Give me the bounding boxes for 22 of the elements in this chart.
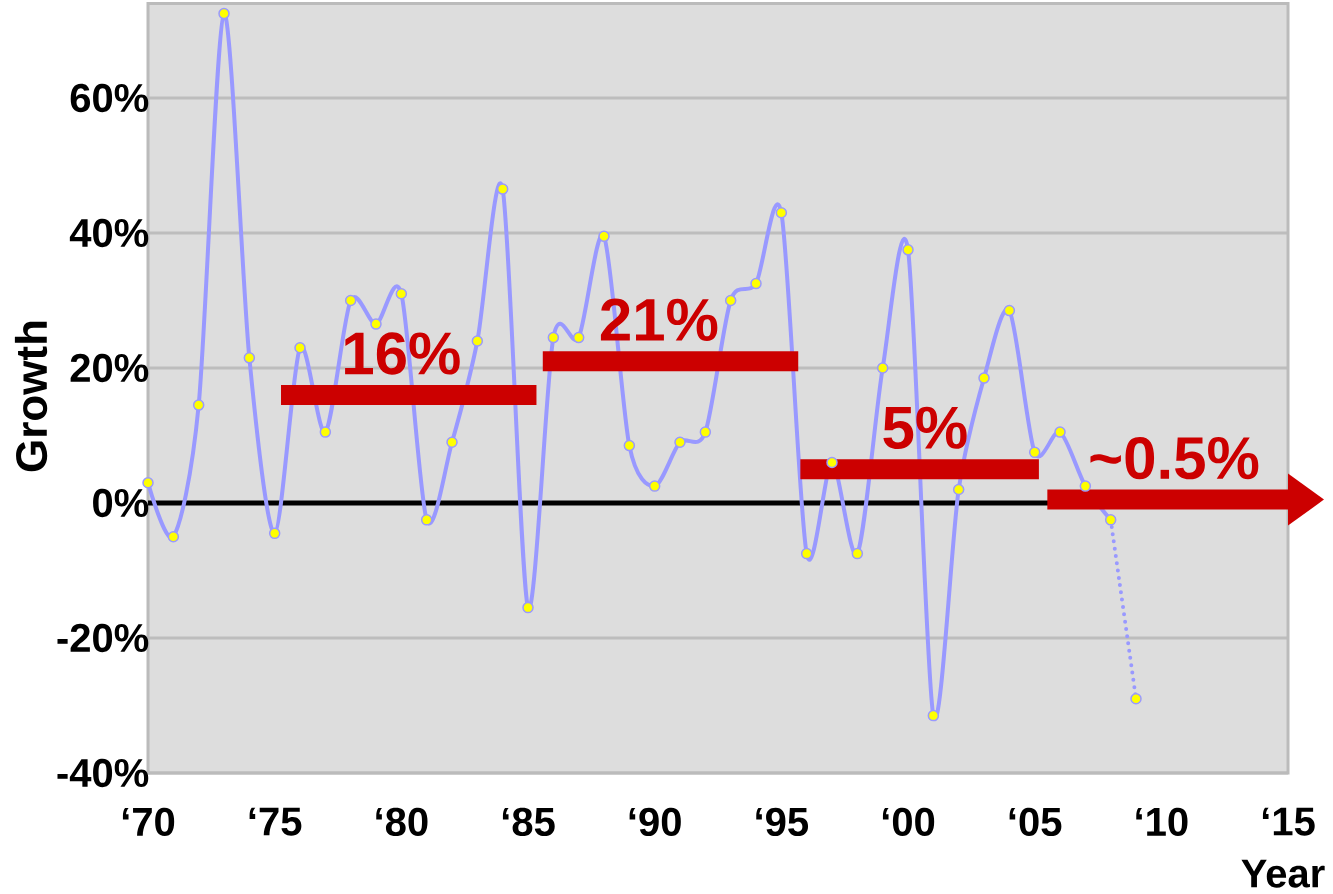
x-tick-label: ‘90 [629,807,681,837]
y-axis-title: Growth [14,321,48,472]
y-tick-label: 20% [70,353,149,383]
x-tick-label: ‘15 [1262,807,1315,836]
x-tick-label: ‘75 [249,807,302,836]
annotation: 16% [345,332,460,375]
annotation: 21% [600,298,718,341]
y-tick-label: 0% [93,488,149,518]
x-tick-label: ‘85 [502,807,555,837]
y-tick-label: 60% [70,83,149,113]
annotation: ~0.5% [1090,436,1259,480]
x-tick-label: ‘00 [882,807,935,837]
annotation: 5% [883,406,967,449]
x-tick-label: ‘70 [122,807,175,837]
x-tick-label: ‘05 [1009,807,1062,837]
y-tick-label: -20% [57,623,149,653]
y-tick-label: 40% [69,218,149,248]
x-tick-label: ‘95 [756,807,809,837]
x-tick-label: ‘10 [1136,807,1188,837]
x-axis-title: Year [1241,859,1325,888]
x-tick-label: ‘80 [376,807,428,837]
y-tick-label: -40% [57,758,149,788]
